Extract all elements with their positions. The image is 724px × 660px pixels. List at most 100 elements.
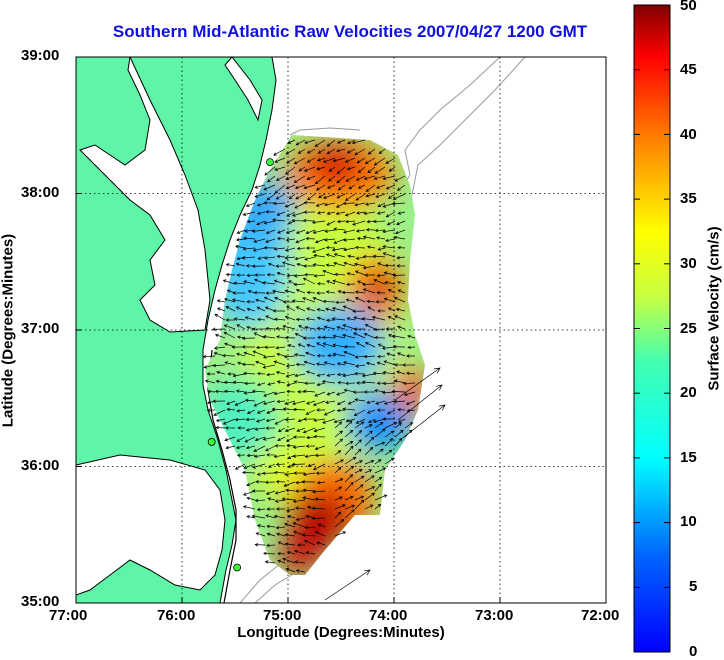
velocity-arrow — [304, 272, 316, 277]
velocity-arrow — [263, 246, 276, 250]
velocity-arrow — [286, 508, 296, 513]
colorbar-tick: 45 — [680, 61, 697, 78]
depth-contours — [239, 57, 526, 603]
velocity-arrow — [215, 379, 226, 384]
velocity-arrow — [263, 551, 276, 556]
velocity-arrow — [306, 400, 316, 405]
velocity-arrow — [382, 381, 396, 386]
velocity-arrow — [316, 373, 326, 377]
velocity-arrow — [376, 361, 386, 366]
velocity-arrow — [325, 290, 336, 294]
lat-tick: 35:00 — [21, 593, 60, 610]
velocity-arrow — [263, 296, 276, 303]
velocity-arrow — [373, 327, 386, 332]
velocity-arrow — [227, 372, 236, 376]
velocity-arrow — [304, 381, 316, 386]
lon-tick: 75:00 — [263, 607, 302, 624]
velocity-arrow — [355, 418, 366, 424]
velocity-arrow — [365, 193, 376, 198]
velocity-arrow — [303, 264, 316, 268]
velocity-arrow — [314, 391, 326, 397]
velocity-arrow — [354, 355, 366, 359]
velocity-arrow — [383, 360, 396, 366]
velocity-arrow — [344, 441, 354, 447]
colorbar-label: Surface Velocity (cm/s) — [705, 226, 723, 391]
velocity-arrow — [267, 175, 276, 183]
velocity-arrow — [317, 523, 326, 528]
radar-station-marker — [207, 438, 216, 446]
velocity-arrow — [284, 202, 296, 208]
velocity-arrow — [241, 345, 256, 349]
velocity-arrow — [217, 307, 226, 312]
velocity-arrow — [316, 354, 326, 358]
velocity-arrow — [344, 445, 354, 456]
velocity-arrow — [276, 532, 286, 537]
velocity-arrow — [384, 438, 394, 447]
velocity-arrow — [262, 364, 276, 369]
colorbar-tick: 20 — [680, 384, 697, 401]
velocity-arrow — [301, 480, 316, 484]
velocity-arrow — [305, 351, 316, 357]
velocity-arrow — [215, 418, 226, 423]
velocity-arrow — [257, 256, 266, 260]
velocity-arrow — [286, 444, 296, 448]
velocity-arrow — [313, 253, 326, 258]
velocity-arrow — [314, 139, 326, 147]
velocity-arrow — [313, 418, 326, 422]
velocity-arrow — [244, 436, 256, 443]
velocity-arrow — [282, 407, 296, 411]
velocity-arrow — [266, 409, 276, 414]
velocity-arrow — [252, 350, 266, 357]
velocity-arrow — [285, 567, 296, 573]
velocity-arrow — [348, 184, 356, 190]
velocity-arrow — [302, 496, 316, 501]
lon-tick: 77:00 — [49, 607, 88, 624]
velocity-arrow — [235, 306, 246, 312]
velocity-arrow — [405, 400, 416, 406]
velocity-arrow — [295, 362, 306, 367]
velocity-arrow — [334, 478, 344, 483]
velocity-arrow — [345, 381, 356, 386]
velocity-arrow — [286, 389, 296, 394]
velocity-arrow — [326, 211, 336, 215]
velocity-arrow — [287, 344, 296, 348]
velocity-arrow — [275, 193, 286, 200]
velocity-arrow — [212, 363, 226, 368]
velocity-arrow — [254, 542, 266, 547]
velocity-arrow — [364, 273, 376, 277]
velocity-arrow — [306, 343, 316, 348]
velocity-arrow — [277, 559, 286, 564]
velocity-arrow — [265, 418, 276, 423]
velocity-arrow — [265, 210, 276, 214]
x-axis-label: Longitude (Degrees:Minutes) — [237, 624, 445, 641]
velocity-arrow — [353, 332, 366, 339]
velocity-arrow — [316, 326, 326, 331]
velocity-arrow — [328, 166, 336, 172]
velocity-arrow — [324, 569, 371, 601]
velocity-arrow — [236, 453, 246, 457]
velocity-arrow — [322, 342, 336, 348]
velocity-arrow — [313, 427, 326, 433]
velocity-arrow — [285, 229, 296, 234]
velocity-arrow — [302, 336, 316, 340]
velocity-arrow — [243, 371, 256, 376]
velocity-arrow — [253, 400, 266, 407]
velocity-arrow — [382, 252, 396, 258]
velocity-arrow — [242, 211, 256, 216]
velocity-arrow — [342, 407, 356, 411]
velocity-arrow — [242, 505, 256, 510]
velocity-arrow — [346, 272, 356, 276]
velocity-arrow — [251, 514, 266, 519]
velocity-arrow — [311, 516, 326, 521]
velocity-arrow — [361, 317, 376, 321]
lat-tick: 37:00 — [21, 320, 60, 337]
velocity-arrow — [305, 246, 316, 250]
velocity-arrow — [381, 346, 396, 350]
velocity-arrow — [256, 524, 266, 528]
lon-tick: 76:00 — [157, 607, 196, 624]
velocity-arrow — [364, 430, 373, 438]
velocity-arrow — [376, 273, 386, 278]
velocity-arrow — [284, 542, 296, 546]
velocity-arrow — [233, 281, 246, 285]
colorbar-tick: 5 — [689, 578, 698, 595]
